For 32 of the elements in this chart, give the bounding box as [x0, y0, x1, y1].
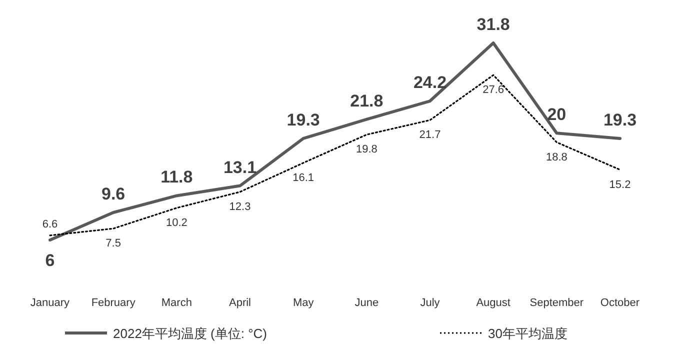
x-tick-label: August: [476, 297, 510, 309]
data-label: 10.2: [166, 216, 188, 229]
data-label: 9.6: [102, 184, 126, 204]
data-label: 18.8: [546, 151, 568, 164]
data-label: 15.2: [609, 178, 631, 191]
data-label: 20: [547, 105, 566, 124]
x-tick-label: October: [600, 297, 640, 309]
legend-label: 2022年平均温度 (单位: °C): [113, 326, 268, 341]
data-label: 6: [45, 251, 55, 270]
data-label: 27.6: [482, 84, 504, 96]
x-tick-label: March: [161, 297, 192, 309]
data-label: 12.3: [229, 200, 251, 213]
x-tick-label: July: [420, 297, 440, 309]
x-tick-label: September: [530, 297, 584, 309]
x-tick-label: February: [91, 297, 136, 309]
data-label: 7.5: [106, 238, 121, 250]
x-tick-label: April: [228, 297, 252, 309]
data-label: 31.8: [476, 15, 510, 34]
data-label: 11.8: [160, 168, 193, 187]
x-tick-label: June: [354, 297, 379, 309]
data-label: 6.6: [42, 218, 58, 230]
legend-label: 30年平均温度: [488, 326, 568, 341]
x-tick-label: May: [292, 297, 314, 309]
data-label: 21.8: [350, 91, 384, 110]
data-label: 19.3: [286, 110, 320, 130]
data-label: 16.1: [292, 172, 314, 184]
data-label: 13.1: [223, 158, 257, 177]
data-label: 19.8: [356, 144, 378, 156]
data-label: 24.2: [413, 73, 447, 92]
data-label: 19.3: [603, 110, 637, 130]
data-label: 21.7: [419, 129, 441, 142]
x-tick-label: January: [30, 297, 70, 309]
